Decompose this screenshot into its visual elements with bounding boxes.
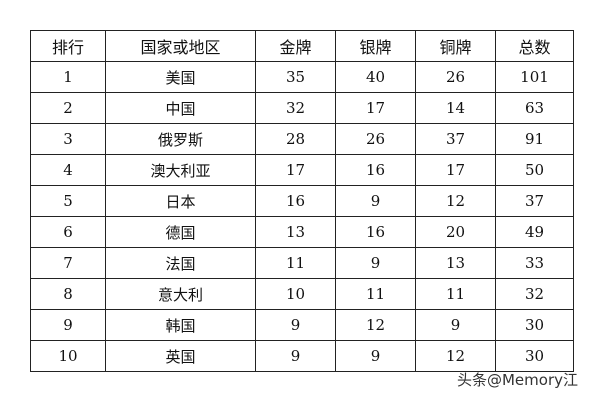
cell-silver: 17 bbox=[335, 92, 416, 124]
cell-bronze: 12 bbox=[415, 185, 496, 217]
table-row: 7 法国 11 9 13 33 bbox=[30, 247, 574, 279]
cell-gold: 10 bbox=[255, 278, 336, 310]
cell-bronze: 14 bbox=[415, 92, 496, 124]
cell-country: 法国 bbox=[105, 247, 256, 279]
cell-rank: 5 bbox=[30, 185, 106, 217]
cell-country: 韩国 bbox=[105, 309, 256, 341]
cell-gold: 35 bbox=[255, 61, 336, 93]
header-total: 总数 bbox=[495, 30, 574, 62]
cell-country: 美国 bbox=[105, 61, 256, 93]
cell-rank: 1 bbox=[30, 61, 106, 93]
cell-bronze: 13 bbox=[415, 247, 496, 279]
cell-total: 101 bbox=[495, 61, 574, 93]
cell-rank: 10 bbox=[30, 340, 106, 372]
header-bronze: 铜牌 bbox=[415, 30, 496, 62]
cell-bronze: 11 bbox=[415, 278, 496, 310]
table-row: 8 意大利 10 11 11 32 bbox=[30, 278, 574, 310]
cell-total: 63 bbox=[495, 92, 574, 124]
cell-gold: 28 bbox=[255, 123, 336, 155]
header-gold: 金牌 bbox=[255, 30, 336, 62]
cell-total: 32 bbox=[495, 278, 574, 310]
cell-silver: 16 bbox=[335, 154, 416, 186]
cell-gold: 16 bbox=[255, 185, 336, 217]
cell-gold: 32 bbox=[255, 92, 336, 124]
cell-silver: 9 bbox=[335, 247, 416, 279]
cell-bronze: 9 bbox=[415, 309, 496, 341]
cell-gold: 9 bbox=[255, 309, 336, 341]
cell-total: 30 bbox=[495, 340, 574, 372]
table-row: 1 美国 35 40 26 101 bbox=[30, 61, 574, 93]
cell-silver: 16 bbox=[335, 216, 416, 248]
cell-rank: 9 bbox=[30, 309, 106, 341]
cell-bronze: 20 bbox=[415, 216, 496, 248]
cell-gold: 9 bbox=[255, 340, 336, 372]
header-silver: 银牌 bbox=[335, 30, 416, 62]
cell-silver: 26 bbox=[335, 123, 416, 155]
cell-total: 30 bbox=[495, 309, 574, 341]
cell-total: 37 bbox=[495, 185, 574, 217]
cell-bronze: 17 bbox=[415, 154, 496, 186]
cell-country: 日本 bbox=[105, 185, 256, 217]
table-row: 9 韩国 9 12 9 30 bbox=[30, 309, 574, 341]
cell-gold: 17 bbox=[255, 154, 336, 186]
cell-silver: 12 bbox=[335, 309, 416, 341]
cell-silver: 9 bbox=[335, 340, 416, 372]
table-row: 4 澳大利亚 17 16 17 50 bbox=[30, 154, 574, 186]
cell-rank: 8 bbox=[30, 278, 106, 310]
table-row: 3 俄罗斯 28 26 37 91 bbox=[30, 123, 574, 155]
cell-country: 德国 bbox=[105, 216, 256, 248]
cell-country: 意大利 bbox=[105, 278, 256, 310]
table-row: 10 英国 9 9 12 30 bbox=[30, 340, 574, 372]
cell-rank: 4 bbox=[30, 154, 106, 186]
cell-rank: 6 bbox=[30, 216, 106, 248]
header-rank: 排行 bbox=[30, 30, 106, 62]
cell-rank: 7 bbox=[30, 247, 106, 279]
cell-total: 33 bbox=[495, 247, 574, 279]
cell-bronze: 26 bbox=[415, 61, 496, 93]
table-row: 2 中国 32 17 14 63 bbox=[30, 92, 574, 124]
cell-gold: 11 bbox=[255, 247, 336, 279]
header-country: 国家或地区 bbox=[105, 30, 256, 62]
cell-country: 俄罗斯 bbox=[105, 123, 256, 155]
cell-silver: 40 bbox=[335, 61, 416, 93]
cell-total: 50 bbox=[495, 154, 574, 186]
cell-country: 英国 bbox=[105, 340, 256, 372]
cell-country: 中国 bbox=[105, 92, 256, 124]
watermark-text: 头条@Memory江 bbox=[456, 371, 578, 389]
cell-rank: 2 bbox=[30, 92, 106, 124]
cell-bronze: 37 bbox=[415, 123, 496, 155]
cell-total: 91 bbox=[495, 123, 574, 155]
cell-country: 澳大利亚 bbox=[105, 154, 256, 186]
table-row: 6 德国 13 16 20 49 bbox=[30, 216, 574, 248]
cell-gold: 13 bbox=[255, 216, 336, 248]
table-row: 5 日本 16 9 12 37 bbox=[30, 185, 574, 217]
cell-silver: 9 bbox=[335, 185, 416, 217]
cell-rank: 3 bbox=[30, 123, 106, 155]
cell-total: 49 bbox=[495, 216, 574, 248]
header-row: 排行 国家或地区 金牌 银牌 铜牌 总数 bbox=[30, 30, 574, 62]
cell-bronze: 12 bbox=[415, 340, 496, 372]
medal-table: 排行 国家或地区 金牌 银牌 铜牌 总数 1 美国 35 40 26 101 2… bbox=[30, 30, 574, 372]
cell-silver: 11 bbox=[335, 278, 416, 310]
